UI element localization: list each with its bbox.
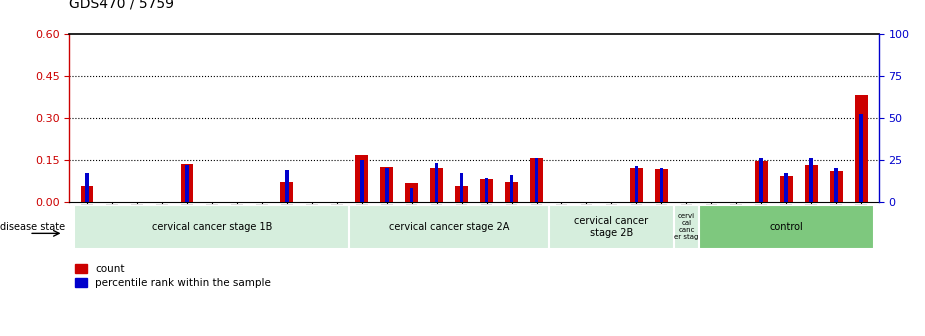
Bar bbox=[285, 170, 289, 202]
Bar bbox=[460, 173, 463, 202]
Bar bbox=[805, 165, 818, 202]
Bar bbox=[380, 167, 393, 202]
FancyBboxPatch shape bbox=[74, 205, 349, 249]
Bar bbox=[859, 114, 863, 202]
FancyBboxPatch shape bbox=[349, 205, 549, 249]
Text: cervi
cal
canc
er stag: cervi cal canc er stag bbox=[674, 213, 698, 240]
FancyBboxPatch shape bbox=[699, 205, 874, 249]
Text: cervical cancer stage 1B: cervical cancer stage 1B bbox=[152, 222, 272, 232]
Bar bbox=[385, 168, 388, 202]
Bar bbox=[85, 173, 89, 202]
Bar bbox=[510, 175, 513, 202]
Text: control: control bbox=[770, 222, 803, 232]
Text: cervical cancer
stage 2B: cervical cancer stage 2B bbox=[574, 216, 648, 238]
Bar bbox=[280, 182, 293, 202]
Bar bbox=[430, 168, 443, 202]
Text: GDS470 / 5759: GDS470 / 5759 bbox=[69, 0, 175, 10]
Bar bbox=[455, 186, 468, 202]
Bar bbox=[405, 183, 418, 202]
Bar bbox=[180, 164, 193, 202]
Bar bbox=[80, 186, 93, 202]
Bar bbox=[759, 158, 763, 202]
Bar bbox=[834, 168, 838, 202]
Bar bbox=[755, 161, 768, 202]
Bar bbox=[784, 173, 788, 202]
Bar bbox=[780, 176, 793, 202]
Text: disease state: disease state bbox=[0, 222, 65, 232]
FancyBboxPatch shape bbox=[549, 205, 674, 249]
Bar bbox=[809, 158, 813, 202]
Legend: count, percentile rank within the sample: count, percentile rank within the sample bbox=[75, 264, 271, 288]
Bar bbox=[830, 171, 843, 202]
Text: cervical cancer stage 2A: cervical cancer stage 2A bbox=[388, 222, 510, 232]
Bar bbox=[530, 158, 543, 202]
Bar bbox=[630, 168, 643, 202]
Bar bbox=[360, 160, 364, 202]
Bar bbox=[410, 188, 413, 202]
Bar bbox=[480, 179, 493, 202]
Bar bbox=[535, 158, 538, 202]
FancyBboxPatch shape bbox=[674, 205, 699, 249]
Bar bbox=[435, 163, 438, 202]
Bar bbox=[185, 165, 189, 202]
Bar bbox=[855, 95, 868, 202]
Bar bbox=[485, 178, 488, 202]
Bar bbox=[355, 155, 368, 202]
Bar bbox=[655, 169, 668, 202]
Bar bbox=[635, 166, 638, 202]
Bar bbox=[505, 182, 518, 202]
Bar bbox=[660, 168, 663, 202]
